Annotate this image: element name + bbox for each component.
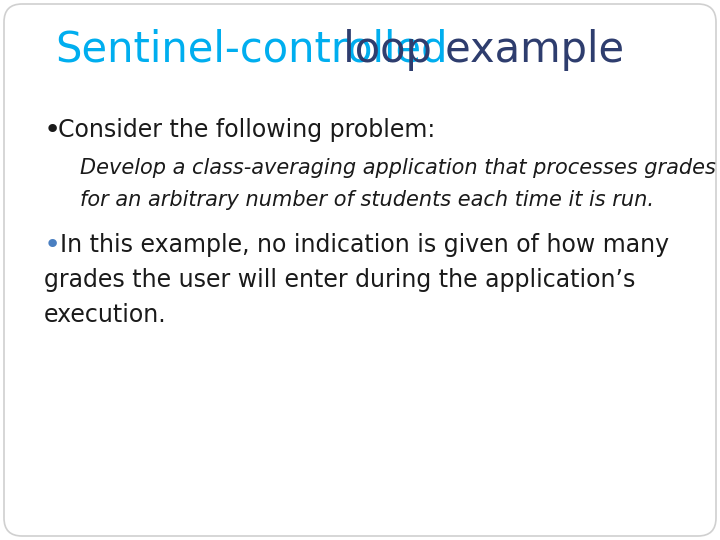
Text: loop example: loop example [330,29,624,71]
FancyBboxPatch shape [4,4,716,536]
Text: In this example, no indication is given of how many: In this example, no indication is given … [60,233,669,257]
Text: Sentinel-controlled: Sentinel-controlled [55,29,448,71]
Text: •: • [44,116,61,144]
Text: grades the user will enter during the application’s: grades the user will enter during the ap… [44,268,635,292]
Text: for an arbitrary number of students each time it is run.: for an arbitrary number of students each… [80,190,654,210]
Text: Consider the following problem:: Consider the following problem: [58,118,436,142]
Text: Develop a class-averaging application that processes grades: Develop a class-averaging application th… [80,158,716,178]
Text: execution.: execution. [44,303,166,327]
Text: •: • [44,231,61,259]
